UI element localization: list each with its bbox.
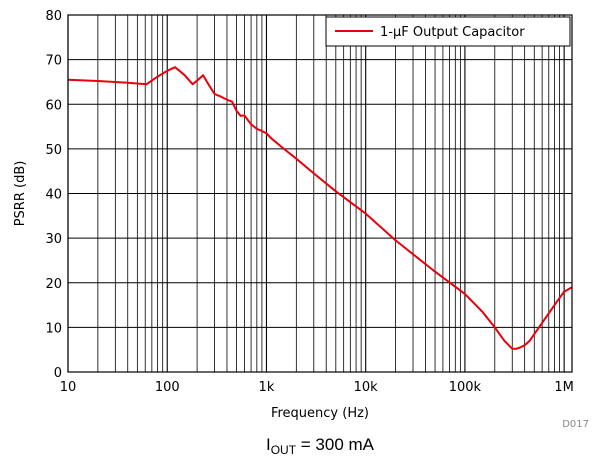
- legend-entry-label: 1-µF Output Capacitor: [380, 25, 525, 40]
- major-gridlines: [67, 14, 572, 373]
- y-tick-label: 20: [45, 277, 62, 292]
- x-tick-label: 10k: [354, 380, 379, 395]
- y-tick-label: 40: [45, 188, 62, 203]
- y-tick-label: 30: [45, 232, 62, 247]
- y-tick-label: 60: [45, 98, 62, 113]
- legend: 1-µF Output Capacitor: [325, 16, 571, 47]
- caption-rest: = 300 mA: [296, 435, 375, 454]
- x-tick-label: 1k: [259, 380, 275, 395]
- y-tick-label: 10: [45, 321, 62, 336]
- caption: IOUT = 300 mA: [266, 435, 375, 457]
- figure-code: D017: [562, 419, 589, 430]
- series-layer: [67, 66, 573, 350]
- x-tick-labels: 10 100 1k 10k 100k 1M: [60, 380, 574, 395]
- x-tick-label: 10: [60, 380, 77, 395]
- series-line: [67, 66, 573, 350]
- y-tick-labels: 0 10 20 30 40 50 60 70 80: [45, 9, 62, 381]
- x-tick-label: 1M: [554, 380, 574, 395]
- x-axis-title: Frequency (Hz): [271, 406, 369, 421]
- caption-subscript: OUT: [271, 443, 297, 457]
- y-tick-label: 70: [45, 54, 62, 69]
- plot-frame: [67, 14, 573, 373]
- x-tick-label: 100k: [449, 380, 482, 395]
- y-tick-label: 80: [45, 9, 62, 24]
- y-tick-label: 0: [54, 366, 62, 381]
- y-tick-label: 50: [45, 143, 62, 158]
- y-axis-title: PSRR (dB): [13, 161, 28, 227]
- caption-main: I: [266, 435, 271, 454]
- x-tick-label: 100: [155, 380, 180, 395]
